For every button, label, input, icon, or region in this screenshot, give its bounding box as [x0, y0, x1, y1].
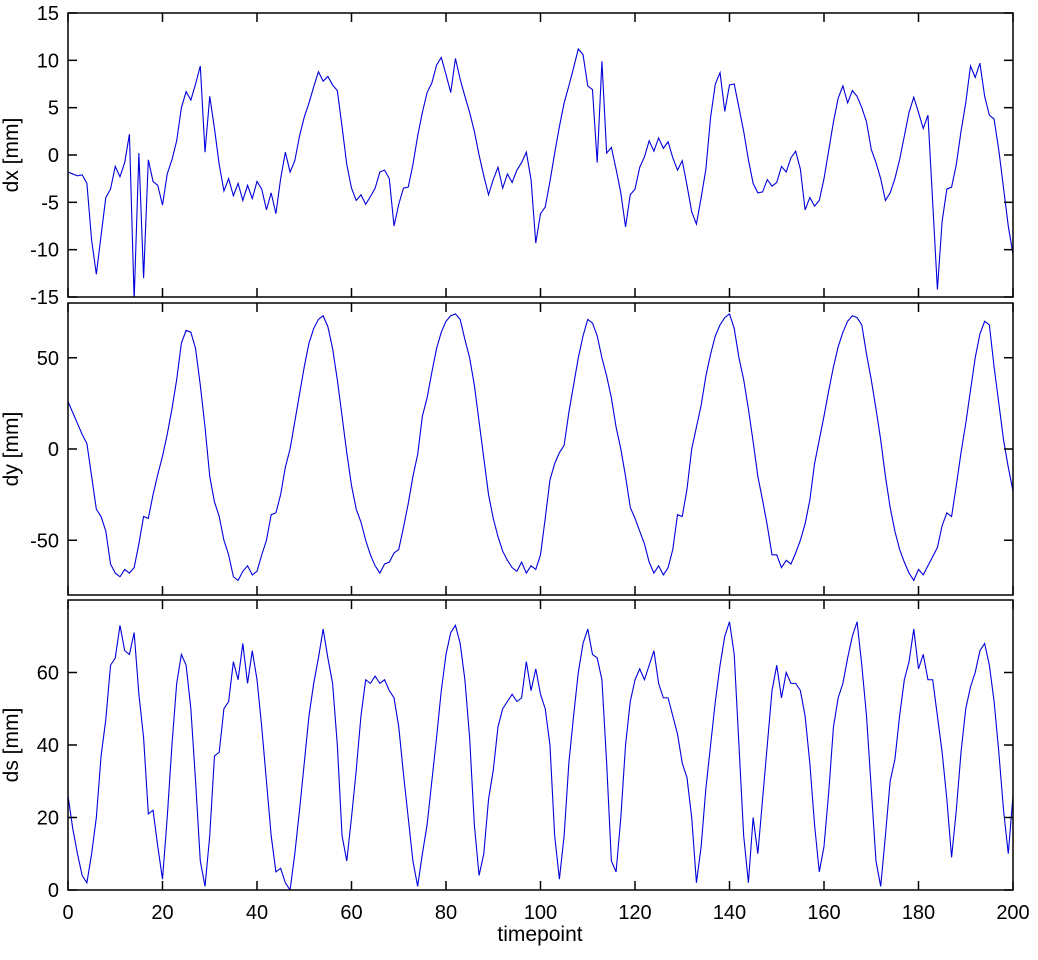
x-tick-label: 160: [807, 902, 840, 924]
ds-series-line: [68, 621, 1013, 890]
y-tick-label: 40: [37, 735, 59, 757]
y-tick-label: 60: [37, 663, 59, 685]
y-tick-label: 0: [48, 880, 59, 902]
subplot-ds: 0 20 40 60 80 100 120 140 160 180 200 0 20 40 60: [37, 599, 1030, 924]
x-tick-label: 20: [151, 902, 173, 924]
x-tick-label: 0: [62, 902, 73, 924]
x-tick-label: 60: [340, 902, 362, 924]
x-tick-label: 180: [902, 902, 935, 924]
y-tick-label: 0: [48, 145, 59, 167]
x-axis-label: timepoint: [497, 923, 582, 946]
y-tick-label: -10: [30, 240, 59, 262]
x-tick-label: 140: [713, 902, 746, 924]
y-tick-label: 0: [48, 439, 59, 461]
y-tick-label: 5: [48, 98, 59, 120]
y-tick-label: 20: [37, 808, 59, 830]
axes-box: [67, 599, 1014, 891]
y-tick-label: -15: [30, 287, 59, 309]
x-tick-label: 100: [524, 902, 557, 924]
y-axis-label-dy: dy [mm]: [0, 412, 23, 487]
y-axis-label-dx: dx [mm]: [0, 118, 23, 193]
y-axis-label-ds: ds [mm]: [0, 708, 23, 783]
subplot-dx: -15 -10 -5 0 5 10 15: [30, 3, 1014, 309]
x-tick-label: 40: [246, 902, 268, 924]
x-tick-label: 200: [996, 902, 1029, 924]
y-tick-label: 50: [37, 348, 59, 370]
dx-series-line: [68, 47, 1013, 297]
subplot-dy: -50 0 50: [30, 302, 1014, 596]
dy-series-line: [68, 313, 1013, 582]
y-tick-label: 10: [37, 50, 59, 72]
y-tick-label: -50: [30, 530, 59, 552]
y-tick-label: 15: [37, 3, 59, 25]
x-tick-label: 80: [435, 902, 457, 924]
x-tick-label: 120: [618, 902, 651, 924]
y-tick-label: -5: [41, 192, 59, 214]
axes-box: [67, 12, 1014, 298]
